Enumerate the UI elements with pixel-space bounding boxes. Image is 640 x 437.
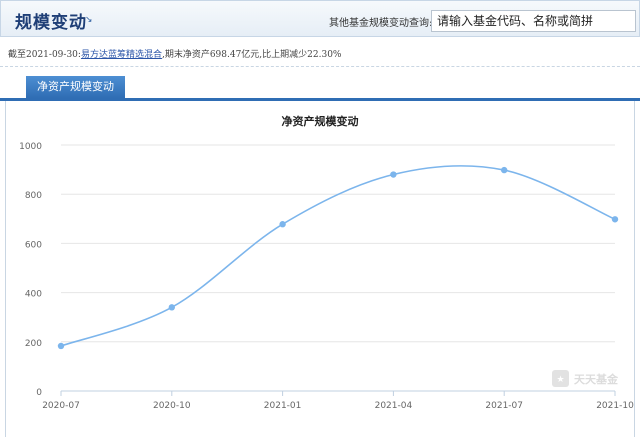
watermark-logo-glyph: ★	[556, 375, 564, 385]
x-tick-label: 2021-01	[264, 401, 302, 411]
y-tick-label: 1000	[19, 142, 42, 152]
x-tick-label: 2021-04	[375, 401, 413, 411]
summary-text: 截至2021-09-30:易方达蓝筹精选混合,期末净资产698.47亿元,比上期…	[8, 47, 341, 60]
data-point-2021-07[interactable]	[501, 166, 508, 174]
y-tick-label: 400	[25, 290, 42, 300]
fund-query-label: 其他基金规模变动查询:	[329, 18, 433, 29]
fund-name-link[interactable]: 易方达蓝筹精选混合	[80, 50, 162, 60]
page-header: 规模变动 ↘ 其他基金规模变动查询: 请输入基金代码、名称或简拼	[0, 0, 640, 37]
tab-net-asset-scale[interactable]: 净资产规模变动	[26, 76, 125, 98]
x-tick-label: 2020-07	[42, 401, 80, 411]
watermark-logo: ★ 天天基金	[552, 370, 619, 387]
x-tick-label: 2021-10	[596, 401, 634, 411]
y-tick-label: 200	[25, 339, 42, 349]
data-point-2021-01[interactable]	[279, 221, 286, 228]
summary-prefix: 截至2021-09-30:	[8, 50, 81, 60]
x-tick-label: 2020-10	[153, 401, 191, 411]
watermark-text: 天天基金	[574, 372, 619, 386]
series-line	[60, 165, 616, 347]
summary-suffix: ,期末净资产698.47亿元,比上期减少22.30%	[161, 50, 342, 60]
summary-bar: 截至2021-09-30:易方达蓝筹精选混合,期末净资产698.47亿元,比上期…	[0, 38, 640, 67]
data-point-2020-07[interactable]	[57, 342, 65, 350]
chart-title: 净资产规模变动	[282, 114, 359, 128]
data-point-2021-04[interactable]	[390, 171, 397, 178]
page-title: 规模变动	[15, 13, 87, 33]
y-tick-label: 0	[36, 388, 42, 398]
x-tick-label: 2021-07	[485, 401, 523, 411]
data-point-2020-10[interactable]	[168, 304, 175, 311]
y-tick-label: 600	[25, 240, 42, 250]
corner-arrow-icon[interactable]: ↘	[85, 15, 93, 25]
data-point-2021-10[interactable]	[611, 216, 619, 223]
fund-search-input[interactable]: 请输入基金代码、名称或简拼	[431, 10, 636, 32]
y-tick-label: 800	[25, 191, 42, 201]
chart-frame	[5, 101, 635, 437]
tab-bar: 净资产规模变动	[0, 76, 640, 101]
